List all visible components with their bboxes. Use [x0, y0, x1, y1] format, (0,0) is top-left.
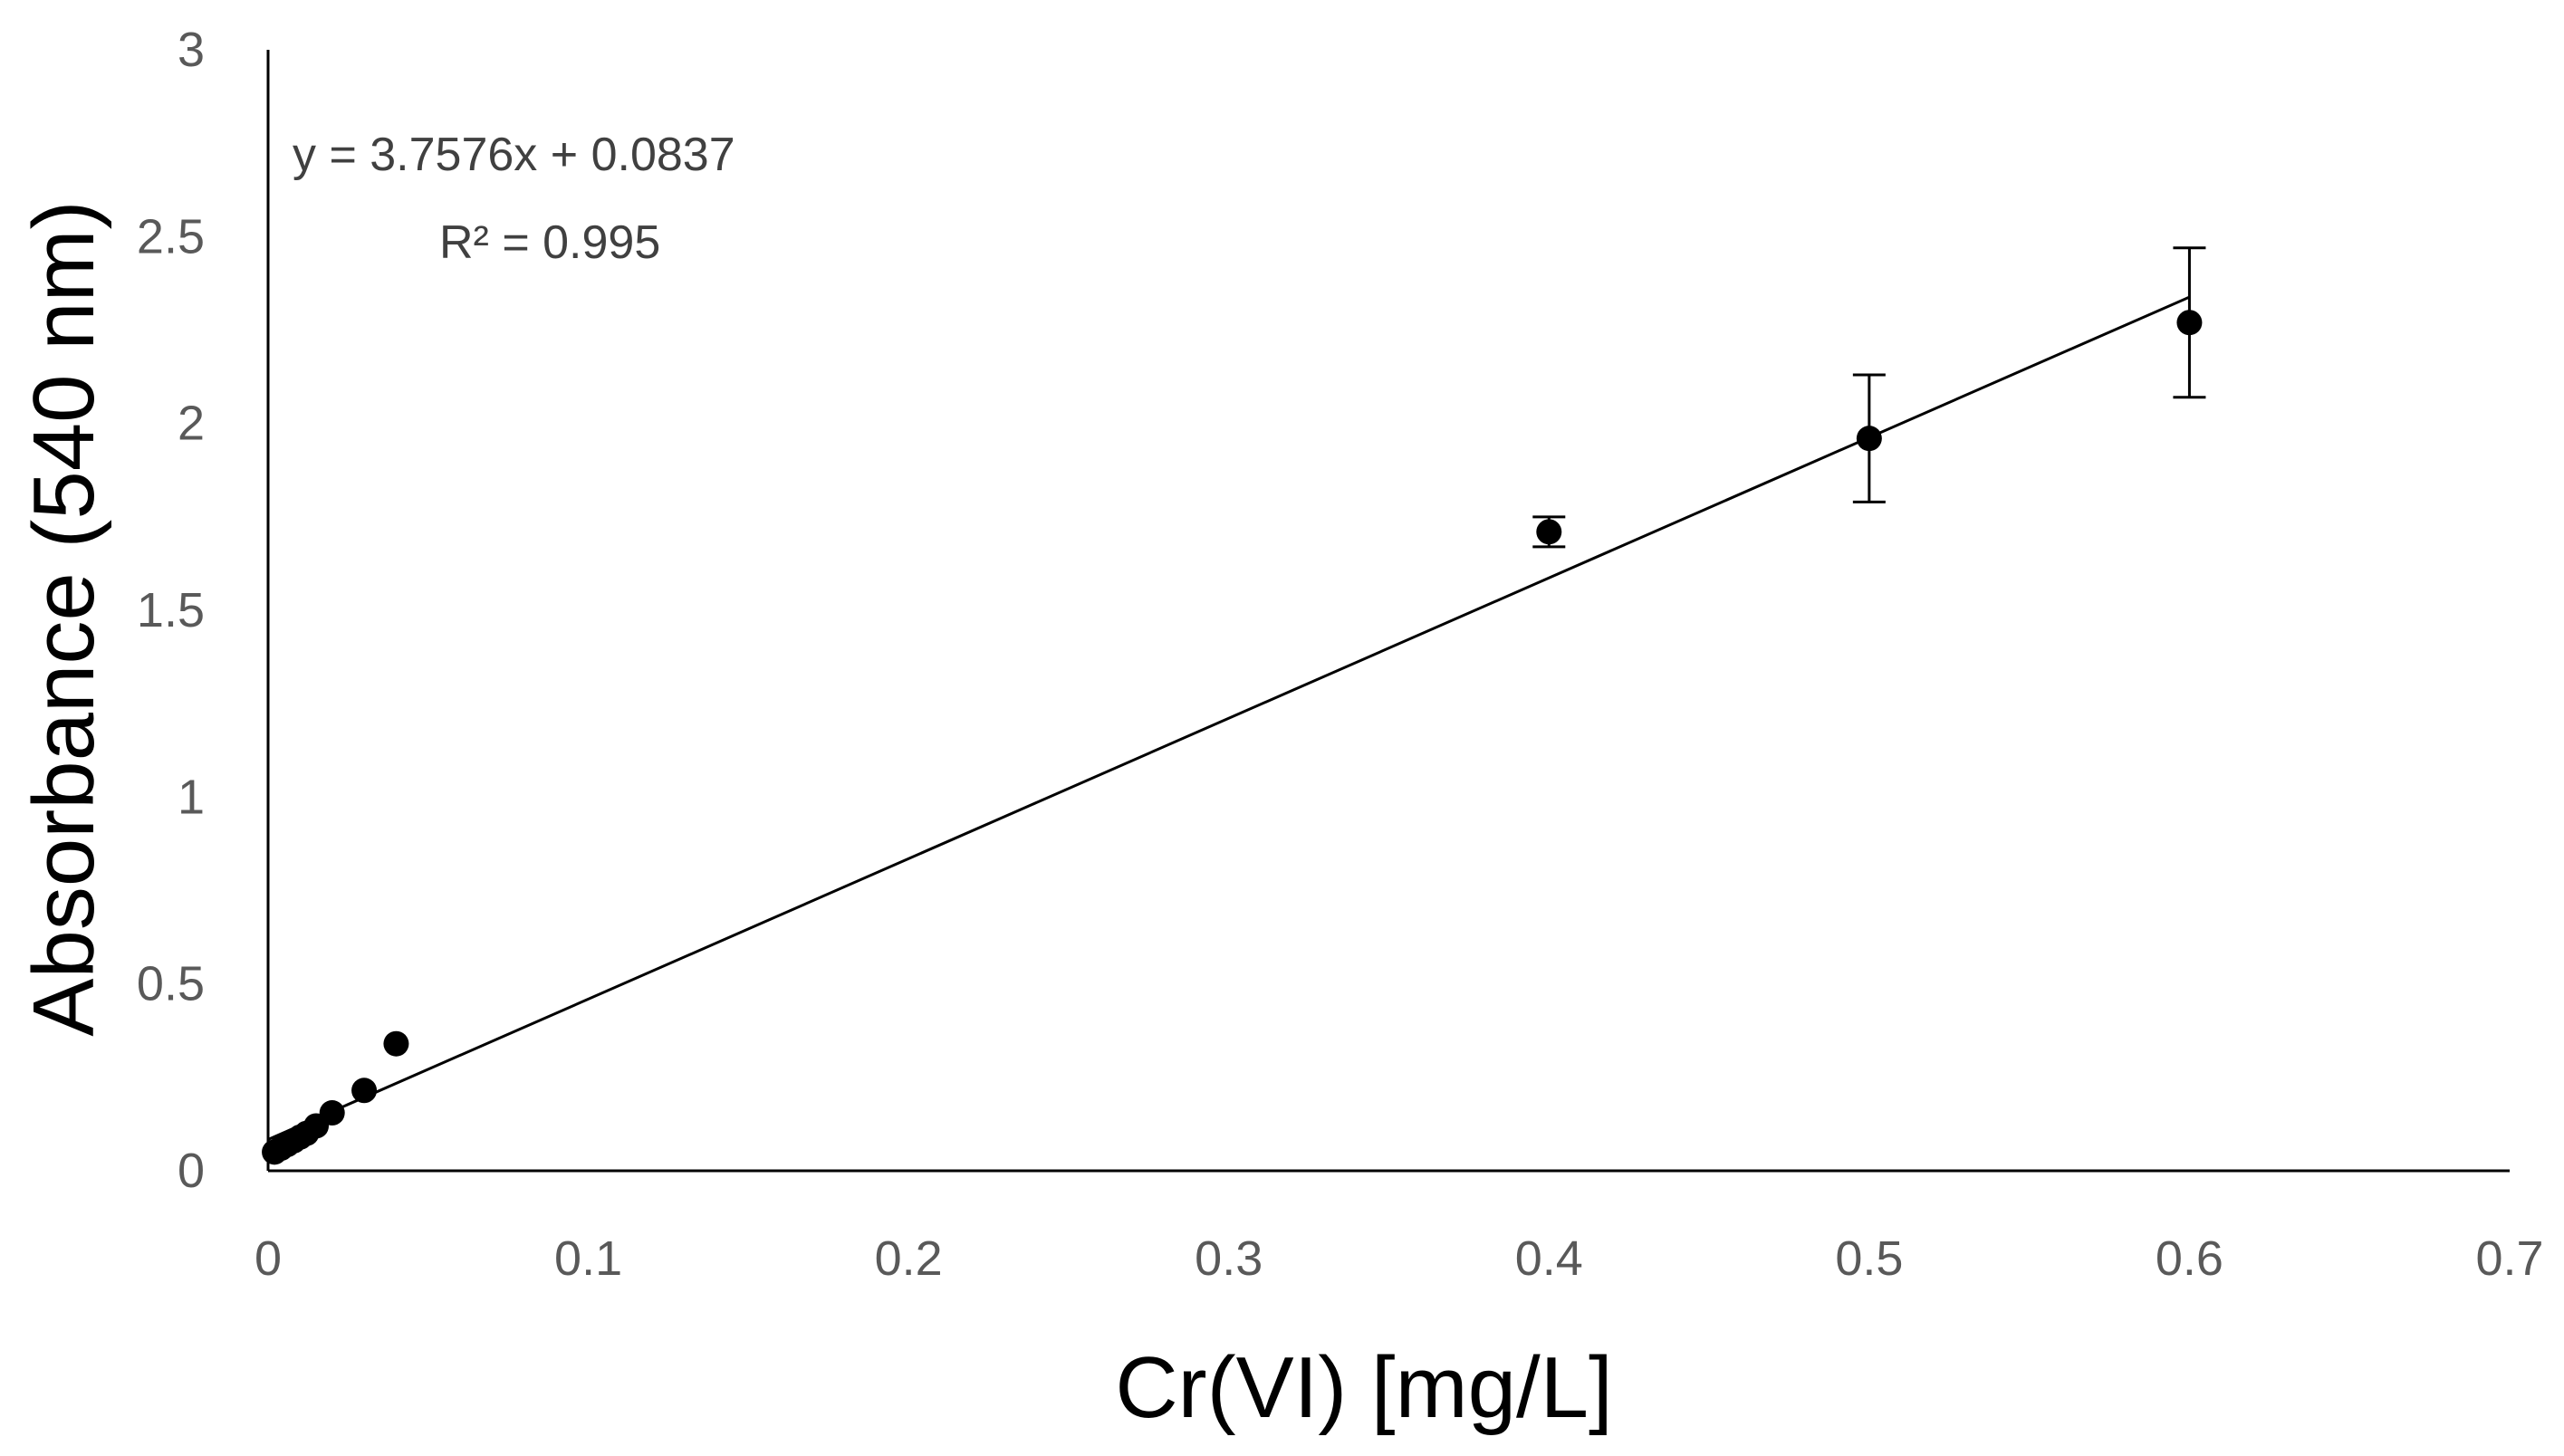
error-bars	[1532, 246, 2206, 549]
trendline-layer	[267, 295, 2191, 1141]
trendline-r-squared: R² = 0.995	[439, 216, 660, 269]
y-tick-label: 1	[178, 770, 205, 824]
data-points	[262, 310, 2203, 1165]
x-tick-label: 0.5	[1835, 1231, 1903, 1286]
x-tick-label: 0.1	[554, 1231, 622, 1286]
y-axis-title: Absorbance (540 nm)	[15, 200, 112, 1036]
x-tick-label: 0.4	[1515, 1231, 1583, 1286]
y-tick-labels: 0 0.5 1 1.5 2 2.5 3	[137, 23, 205, 1198]
trendline	[267, 295, 2191, 1141]
y-tick-label: 1.5	[137, 583, 205, 637]
x-axis-title: Cr(VI) [mg/L]	[1115, 1339, 1612, 1436]
y-tick-label: 2	[178, 397, 205, 451]
data-point	[351, 1078, 378, 1104]
data-point	[1856, 426, 1882, 452]
axes-layer	[266, 50, 2510, 1173]
x-tick-label: 0.7	[2475, 1231, 2543, 1286]
y-tick-label: 0.5	[137, 957, 205, 1011]
trendline-equation: y = 3.7576x + 0.0837	[293, 129, 735, 181]
y-tick-label: 2.5	[137, 209, 205, 263]
x-tick-label: 0.3	[1195, 1231, 1263, 1286]
data-point	[1536, 519, 1562, 545]
x-tick-label: 0.2	[875, 1231, 943, 1286]
y-tick-label: 3	[178, 23, 205, 77]
x-tick-label: 0.6	[2156, 1231, 2223, 1286]
data-point	[383, 1030, 409, 1057]
data-point	[319, 1100, 345, 1126]
data-point	[2176, 310, 2203, 336]
x-tick-label: 0	[254, 1231, 282, 1286]
x-tick-labels: 0 0.1 0.2 0.3 0.4 0.5 0.6 0.7	[254, 1231, 2544, 1286]
y-tick-label: 0	[178, 1144, 205, 1198]
